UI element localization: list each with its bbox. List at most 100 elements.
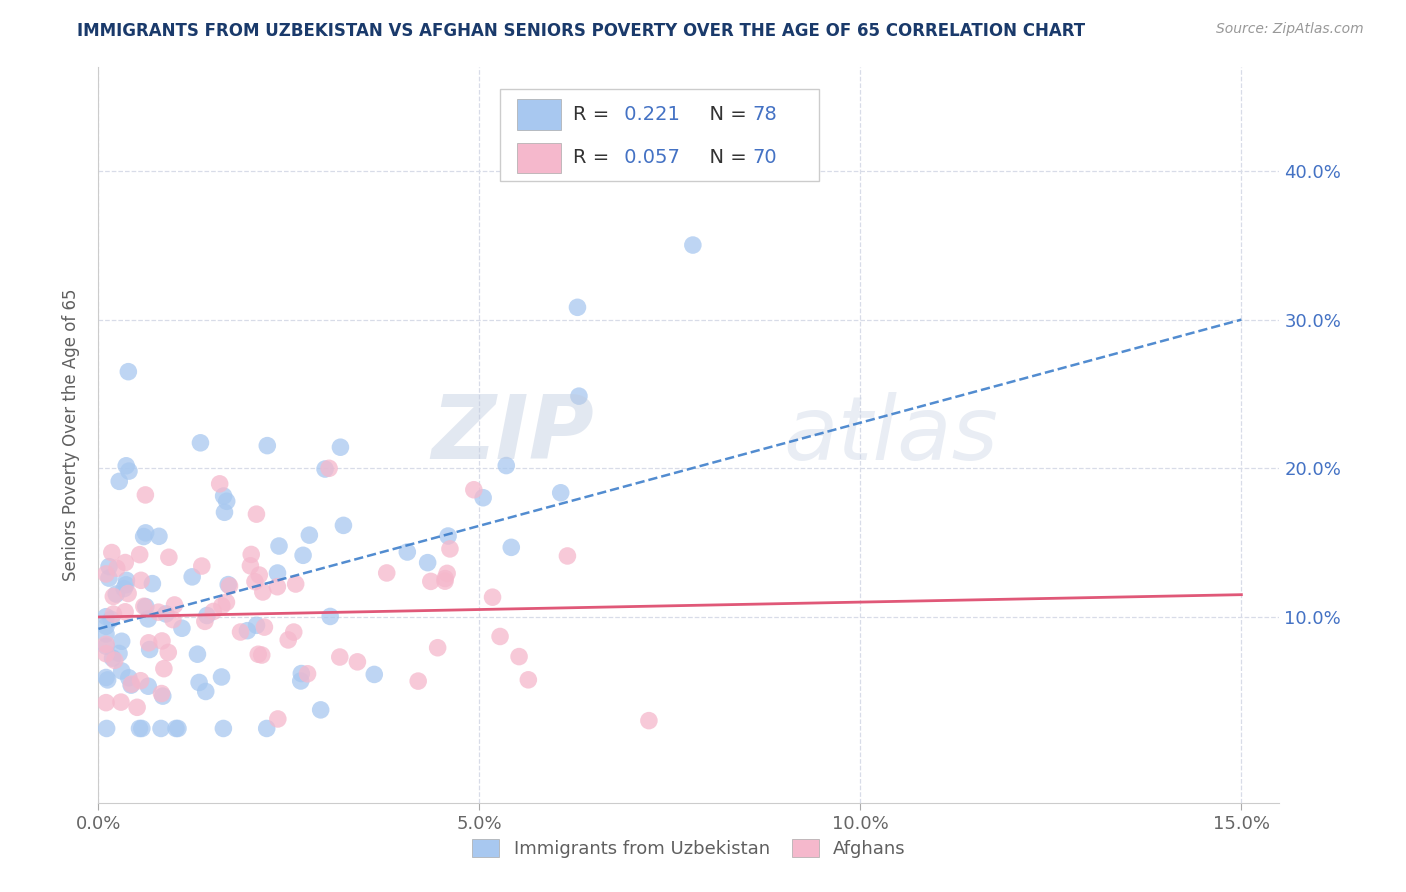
Point <box>148 529 170 543</box>
Text: atlas: atlas <box>783 392 998 478</box>
Point <box>150 634 173 648</box>
Point <box>215 595 238 609</box>
Point <box>202 604 225 618</box>
Point <box>240 548 263 562</box>
Point <box>115 578 138 592</box>
Point <box>115 458 138 473</box>
Point <box>247 647 270 661</box>
Text: IMMIGRANTS FROM UZBEKISTAN VS AFGHAN SENIORS POVERTY OVER THE AGE OF 65 CORRELAT: IMMIGRANTS FROM UZBEKISTAN VS AFGHAN SEN… <box>77 22 1085 40</box>
Point <box>97 673 120 687</box>
Point <box>165 722 187 736</box>
Point <box>136 612 159 626</box>
Point <box>277 632 299 647</box>
Point <box>208 476 231 491</box>
Legend: Immigrants from Uzbekistan, Afghans: Immigrants from Uzbekistan, Afghans <box>463 830 915 867</box>
Point <box>218 579 240 593</box>
Point <box>94 696 117 710</box>
Point <box>309 703 332 717</box>
Text: R =: R = <box>574 105 616 124</box>
Point <box>212 489 235 503</box>
Point <box>290 673 312 688</box>
Point <box>94 639 117 653</box>
FancyBboxPatch shape <box>516 143 561 173</box>
Point <box>256 439 278 453</box>
Point <box>215 494 238 508</box>
Point <box>135 599 157 614</box>
Point <box>94 566 117 581</box>
Point <box>194 684 217 698</box>
Point <box>236 624 259 638</box>
Point <box>138 642 160 657</box>
Point <box>98 559 121 574</box>
Text: 70: 70 <box>752 148 778 168</box>
Point <box>318 461 340 475</box>
Point <box>132 599 155 614</box>
Point <box>94 637 117 651</box>
Point <box>266 566 288 580</box>
Point <box>266 580 288 594</box>
Point <box>329 440 352 454</box>
Point <box>419 574 441 589</box>
Point <box>188 675 211 690</box>
Point <box>117 586 139 600</box>
Point <box>292 549 315 563</box>
Point <box>211 670 233 684</box>
Point <box>436 566 458 581</box>
Point <box>115 574 138 588</box>
Point <box>128 548 150 562</box>
Point <box>94 609 117 624</box>
Point <box>98 571 121 585</box>
Point <box>167 722 190 736</box>
Point <box>155 607 177 621</box>
Point <box>94 619 117 633</box>
Point <box>141 576 163 591</box>
Point <box>332 518 354 533</box>
Point <box>135 525 157 540</box>
Point <box>439 541 461 556</box>
Point <box>96 722 118 736</box>
Point <box>127 700 149 714</box>
Point <box>214 505 236 519</box>
Point <box>314 462 336 476</box>
Point <box>567 301 589 315</box>
Point <box>243 574 266 589</box>
Point <box>682 238 704 252</box>
Point <box>94 627 117 641</box>
Point <box>346 655 368 669</box>
Point <box>120 678 142 692</box>
Point <box>100 612 122 626</box>
Point <box>194 615 217 629</box>
Point <box>550 485 572 500</box>
Point <box>190 435 212 450</box>
Point <box>191 559 214 574</box>
Point <box>112 582 135 596</box>
Point <box>568 389 591 403</box>
Point <box>111 634 134 648</box>
Point <box>108 475 131 489</box>
FancyBboxPatch shape <box>501 89 818 181</box>
Point <box>138 636 160 650</box>
Point <box>489 630 512 644</box>
Point <box>94 671 117 685</box>
Point <box>212 722 235 736</box>
Point <box>437 529 460 543</box>
Point <box>101 545 124 559</box>
Point <box>108 647 131 661</box>
Point <box>426 640 449 655</box>
Text: 0.221: 0.221 <box>619 105 681 124</box>
Point <box>252 585 274 599</box>
Point <box>150 687 173 701</box>
Text: Source: ZipAtlas.com: Source: ZipAtlas.com <box>1216 22 1364 37</box>
Point <box>557 549 579 563</box>
Point <box>363 667 385 681</box>
Point <box>195 608 218 623</box>
Point <box>472 491 495 505</box>
Point <box>94 647 117 661</box>
Point <box>150 722 173 736</box>
Point <box>114 605 136 619</box>
Point <box>267 712 290 726</box>
Point <box>170 621 193 635</box>
Point <box>152 689 174 703</box>
FancyBboxPatch shape <box>516 99 561 130</box>
Point <box>131 722 153 736</box>
